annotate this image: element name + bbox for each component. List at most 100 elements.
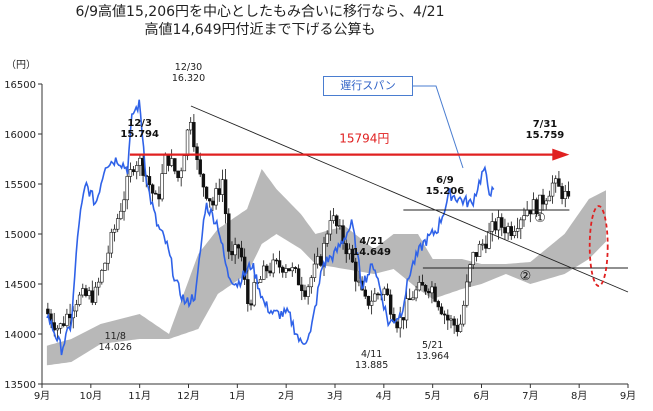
candle-body: [176, 170, 180, 179]
lagging-span-line: [46, 99, 495, 356]
candle-body: [115, 218, 120, 230]
candle-body: [249, 303, 253, 306]
x-tick-label: 12月: [177, 390, 200, 402]
candle-body: [192, 122, 196, 148]
candle-body: [214, 188, 218, 206]
ichimoku-cloud: [46, 169, 606, 366]
x-tick-label: 2月: [278, 390, 294, 402]
candle-body: [271, 259, 275, 274]
annotation-value-7-31: 15.759: [526, 130, 565, 141]
candle-body: [490, 221, 494, 232]
annotation-date-12-3: 12/3: [127, 118, 152, 129]
candle-body: [296, 268, 301, 286]
candle-body: [103, 262, 107, 271]
candle-body: [465, 281, 469, 306]
candle-body: [169, 158, 174, 166]
candle-body: [519, 219, 523, 229]
candle-body: [442, 313, 447, 316]
candle-body: [182, 155, 187, 172]
x-tick-label: 8月: [571, 390, 587, 402]
candle-body: [242, 256, 247, 280]
y-tick-label: 13500: [4, 380, 36, 391]
candle-body: [385, 288, 390, 296]
chart-title-line2: 高値14,649円付近まで下げる公算も: [144, 22, 376, 38]
annotation-date-4-21: 4/21: [359, 236, 384, 247]
candle-body: [487, 230, 491, 249]
candle-body: [471, 252, 475, 265]
candle-body: [109, 232, 114, 254]
target-price-label: 15794円: [339, 132, 389, 146]
candle-body: [135, 165, 139, 173]
candle-body: [303, 290, 307, 297]
candle-body: [404, 298, 409, 321]
candle-body: [277, 260, 282, 268]
candle-body: [211, 200, 215, 206]
candle-body: [500, 217, 504, 228]
candle-body: [290, 267, 294, 272]
candle-body: [538, 194, 542, 215]
candle-body: [496, 217, 501, 231]
candle-body: [484, 243, 488, 249]
candle-body: [300, 284, 304, 292]
candle-body: [357, 280, 361, 283]
candle-body: [84, 288, 88, 296]
candle-body: [138, 157, 142, 166]
candle-body: [96, 281, 101, 288]
candle-body: [525, 209, 529, 216]
annotation-date-6-9: 6/9: [436, 175, 454, 186]
candle-body: [335, 215, 339, 227]
candle-body: [188, 122, 193, 131]
candle-body: [166, 154, 171, 166]
candle-body: [420, 282, 425, 286]
candle-body: [87, 290, 91, 296]
y-tick-label: 14000: [4, 330, 36, 341]
x-tick-label: 11月: [128, 390, 151, 402]
candle-body: [74, 304, 79, 312]
candle-body: [201, 173, 206, 188]
candle-body: [331, 215, 336, 221]
candle-body: [284, 268, 288, 273]
y-tick-label: 14500: [4, 280, 36, 291]
circle-label-1: ①: [534, 211, 546, 226]
candle-body: [322, 243, 326, 266]
candle-body: [223, 179, 228, 215]
candle-body: [81, 288, 85, 296]
candle-body: [449, 318, 453, 321]
candle-body: [62, 323, 66, 326]
candle-body: [77, 294, 82, 305]
candle-body: [452, 318, 456, 326]
candle-body: [125, 176, 129, 201]
candle-body: [195, 146, 199, 161]
x-tick-label: 9月: [34, 390, 50, 402]
candle-body: [398, 317, 402, 329]
annotation-date-12-30: 12/30: [175, 62, 202, 73]
x-tick-label: 4月: [376, 390, 392, 402]
chart-title-line1: 6/9高値15,206円を中心としたもみ合いに移行なら、4/21: [75, 4, 445, 20]
candle-body: [262, 265, 266, 280]
highlight-ellipse: [588, 205, 609, 287]
candle-body: [411, 297, 415, 301]
candle-body: [46, 308, 50, 315]
candle-body: [163, 154, 168, 174]
candle-body: [131, 169, 136, 173]
annotation-date-4-11: 4/11: [361, 349, 382, 360]
candle-body: [557, 178, 561, 187]
candle-body: [220, 179, 225, 195]
candle-body: [366, 295, 371, 306]
candle-body: [544, 200, 548, 205]
x-tick-label: 6月: [473, 390, 489, 402]
candle-body: [293, 267, 298, 269]
annotation-date-7-31: 7/31: [533, 119, 558, 130]
candle-body: [512, 231, 517, 236]
candle-body: [252, 282, 256, 306]
x-tick-label: 7月: [522, 390, 538, 402]
candle-body: [204, 186, 209, 199]
candle-body: [55, 327, 60, 331]
candle-body: [128, 169, 133, 177]
candle-body: [239, 247, 244, 258]
candle-body: [315, 256, 320, 265]
candle-body: [477, 243, 482, 257]
candle-body: [506, 226, 510, 234]
candle-body: [122, 199, 126, 212]
candle-body: [106, 252, 110, 264]
